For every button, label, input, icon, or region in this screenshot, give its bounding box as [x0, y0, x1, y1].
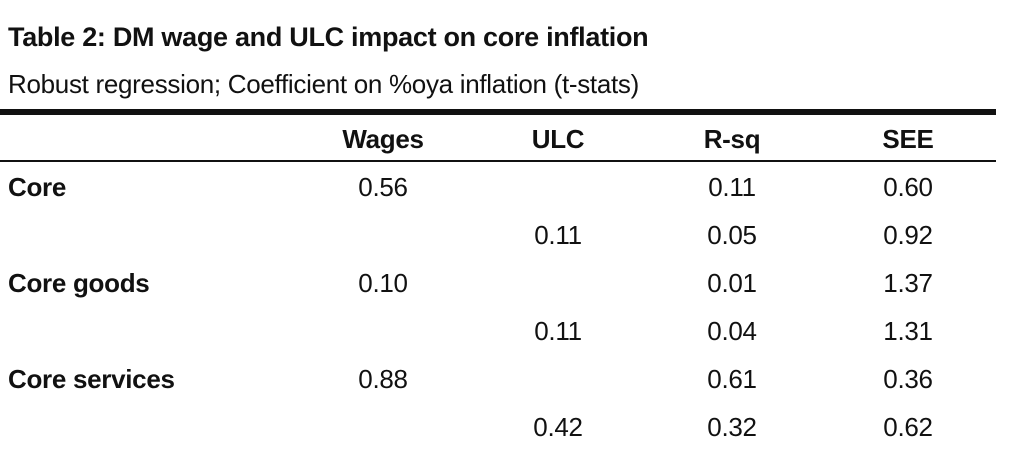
rsq-value: 0.04	[707, 316, 757, 346]
wages-value	[303, 403, 463, 451]
wages-value	[303, 211, 463, 259]
table-row: 0.11 0.05 0.92	[0, 211, 996, 259]
table-row: 0.11 0.04 1.31	[0, 307, 996, 355]
rsq-value: 0.01	[707, 268, 757, 298]
table-row: Core services 0.88 0.61 0.36	[0, 355, 996, 403]
column-header-ulc: ULC	[531, 124, 585, 154]
rsq-value: 0.32	[707, 412, 757, 442]
ulc-value	[478, 163, 638, 211]
table-title: Table 2: DM wage and ULC impact on core …	[8, 22, 649, 52]
see-value: 0.60	[883, 172, 933, 202]
wages-value: 0.88	[358, 364, 408, 394]
rsq-value: 0.05	[707, 220, 757, 250]
column-header-see: SEE	[882, 124, 934, 154]
see-value: 0.62	[883, 412, 933, 442]
ulc-value: 0.11	[534, 220, 582, 250]
column-header-wages: Wages	[342, 124, 424, 154]
table-subtitle: Robust regression; Coefficient on %oya i…	[8, 69, 639, 99]
rsq-value: 0.61	[707, 364, 757, 394]
rsq-value: 0.11	[708, 172, 756, 202]
column-header-rsq: R-sq	[703, 124, 761, 154]
see-value: 0.92	[883, 220, 933, 250]
table-row: Core goods 0.10 0.01 1.37	[0, 259, 996, 307]
see-value: 1.31	[883, 316, 933, 346]
row-label: Core	[8, 172, 67, 202]
top-rule	[0, 109, 996, 115]
row-label: Core goods	[8, 268, 150, 298]
ulc-value: 0.42	[533, 412, 583, 442]
ulc-value	[478, 259, 638, 307]
header-rule	[0, 160, 996, 162]
wages-value: 0.56	[358, 172, 408, 202]
row-label: Core services	[8, 364, 175, 394]
wages-value	[303, 307, 463, 355]
see-value: 0.36	[883, 364, 933, 394]
table-header-row: Wages ULC R-sq SEE	[0, 115, 996, 163]
wages-value: 0.10	[358, 268, 408, 298]
ulc-value	[478, 355, 638, 403]
table-row: Core 0.56 0.11 0.60	[0, 163, 996, 211]
see-value: 1.37	[883, 268, 933, 298]
table-row: 0.42 0.32 0.62	[0, 403, 996, 451]
ulc-value: 0.11	[534, 316, 582, 346]
